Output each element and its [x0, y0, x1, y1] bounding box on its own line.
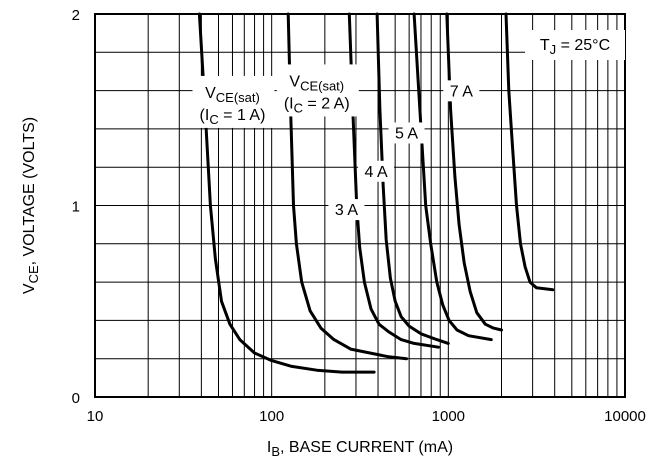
label-background	[358, 160, 395, 182]
curve-label: VCE(sat)	[205, 85, 260, 105]
curve-label: 4 A	[365, 164, 388, 181]
series-curve-3	[347, 12, 440, 349]
x-tick-label: 1000	[432, 408, 465, 425]
series-curve-7	[504, 12, 555, 292]
curve-label: 5 A	[395, 125, 418, 142]
series-curve-5	[412, 12, 493, 342]
x-axis-title: IB, BASE CURRENT (mA)	[267, 439, 453, 459]
series-curve-1	[197, 12, 376, 374]
label-background	[443, 80, 480, 102]
temperature-annotation: TJ = 25°C	[540, 37, 610, 57]
x-tick-label: 10000	[604, 408, 646, 425]
curve-label: 7 A	[450, 83, 473, 100]
label-background	[388, 122, 425, 144]
label-background	[525, 30, 625, 60]
curve-label: VCE(sat)	[289, 73, 344, 93]
curve-label: (IC = 1 A)	[200, 107, 266, 127]
x-tick-label: 100	[259, 408, 284, 425]
curve-label: (IC = 2 A)	[284, 95, 350, 115]
label-background	[192, 75, 275, 128]
plot-frame	[94, 13, 626, 398]
x-tick-label: 10	[87, 408, 104, 425]
y-tick-label: 1	[72, 199, 80, 216]
label-background	[276, 64, 359, 117]
curve-label: 3 A	[335, 202, 358, 219]
label-background	[328, 199, 365, 221]
y-axis-title: VCE, VOLTAGE (VOLTS)	[21, 117, 41, 294]
series-curve-6	[445, 12, 503, 332]
y-tick-label: 0	[72, 390, 80, 407]
y-tick-label: 2	[72, 7, 80, 24]
series-curve-2	[286, 12, 408, 361]
